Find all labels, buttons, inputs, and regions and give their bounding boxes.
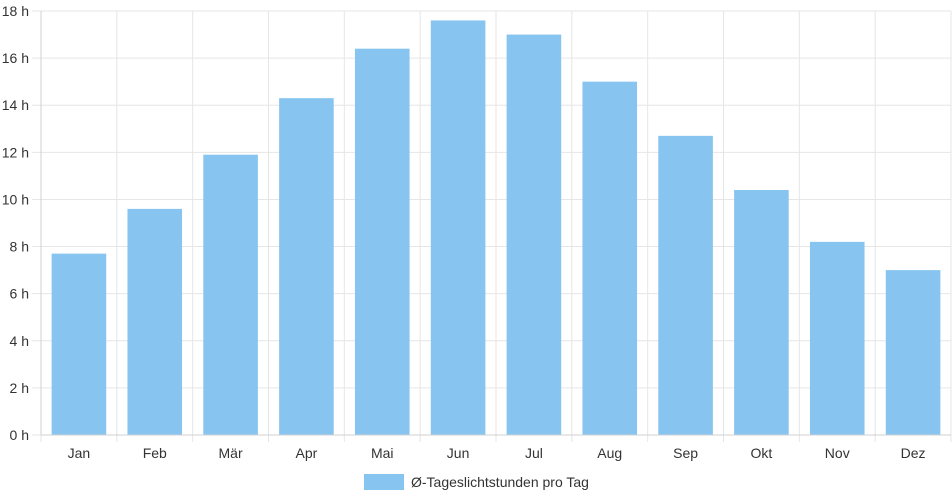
bar-okt[interactable] (734, 190, 789, 435)
x-tick-label: Mär (219, 445, 243, 461)
legend-label: Ø-Tageslichtstunden pro Tag (411, 474, 589, 490)
bar-mai[interactable] (354, 48, 410, 435)
bar-aug[interactable] (582, 81, 638, 436)
bar-series (51, 20, 941, 436)
grid-lines (32, 10, 952, 442)
x-tick-label: Jan (68, 445, 91, 461)
y-tick-label: 10 h (2, 191, 29, 207)
legend-swatch (364, 474, 404, 490)
x-tick-label: Feb (143, 445, 167, 461)
y-tick-label: 4 h (10, 333, 29, 349)
x-tick-label: Apr (296, 445, 318, 461)
y-tick-label: 16 h (2, 50, 29, 66)
bar-jan[interactable] (51, 253, 107, 435)
y-tick-label: 6 h (10, 286, 29, 302)
y-axis-ticks: 0 h 2 h 4 h 6 h 8 h 10 h 12 h 14 h 16 h 18 h (2, 3, 29, 443)
y-tick-label: 12 h (2, 144, 29, 160)
legend[interactable]: Ø-Tageslichtstunden pro Tag (364, 474, 589, 490)
x-tick-label: Dez (901, 445, 926, 461)
bar-nov[interactable] (809, 241, 865, 435)
x-tick-label: Mai (371, 445, 394, 461)
y-tick-label: 0 h (10, 427, 29, 443)
x-tick-label: Okt (751, 445, 773, 461)
x-tick-label: Nov (825, 445, 850, 461)
bar-jul[interactable] (506, 34, 562, 436)
x-tick-label: Jul (525, 445, 543, 461)
bar-apr[interactable] (279, 98, 334, 436)
axes (40, 11, 951, 436)
y-tick-label: 2 h (10, 380, 29, 396)
bar-mär[interactable] (203, 154, 258, 435)
x-axis-ticks: Jan Feb Mär Apr Mai Jun Jul Aug Sep Okt Nov Dez (68, 445, 926, 461)
bar-feb[interactable] (127, 208, 183, 435)
y-tick-label: 18 h (2, 3, 29, 19)
y-tick-label: 14 h (2, 97, 29, 113)
bar-jun[interactable] (430, 20, 486, 436)
bar-sep[interactable] (658, 135, 713, 435)
x-tick-label: Aug (597, 445, 622, 461)
bar-dez[interactable] (885, 270, 941, 435)
y-tick-label: 8 h (10, 239, 29, 255)
x-tick-label: Jun (447, 445, 470, 461)
x-tick-label: Sep (673, 445, 698, 461)
